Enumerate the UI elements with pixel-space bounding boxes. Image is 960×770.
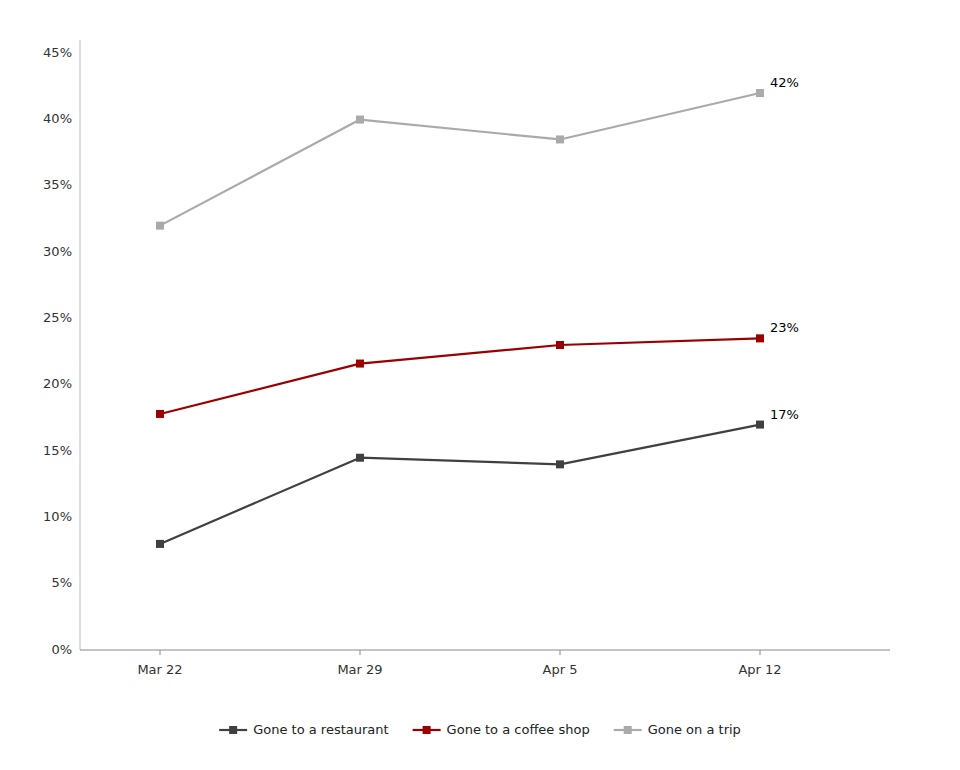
marker <box>556 135 564 143</box>
plot-area <box>156 89 764 548</box>
y-tick-label: 20% <box>43 376 72 391</box>
marker <box>356 116 364 124</box>
y-axis-line <box>80 40 81 650</box>
legend: Gone to a restaurant Gone to a coffee sho… <box>219 722 741 737</box>
legend-label: Gone to a coffee shop <box>447 722 590 737</box>
legend-marker <box>624 726 632 734</box>
legend-item: Gone to a coffee shop <box>413 722 590 737</box>
line <box>160 93 760 226</box>
x-tick <box>360 650 361 655</box>
y-tick-label: 35% <box>43 177 72 192</box>
chart-container: 0% 5% 10% 15% 20% 25% 30% 35% 40% 45% Mar 22 Mar 29… <box>0 0 960 770</box>
legend-label: Gone to a restaurant <box>253 722 388 737</box>
y-tick-label: 0% <box>51 642 72 657</box>
legend-item: Gone on a trip <box>614 722 741 737</box>
marker <box>556 460 564 468</box>
y-tick-label: 15% <box>43 443 72 458</box>
line <box>160 338 760 414</box>
x-tick-label: Apr 5 <box>543 662 578 677</box>
y-tick-label: 30% <box>43 244 72 259</box>
data-label: 17% <box>770 407 799 422</box>
x-tick <box>160 650 161 655</box>
legend-label: Gone on a trip <box>648 722 741 737</box>
y-tick-label: 10% <box>43 509 72 524</box>
marker <box>156 410 164 418</box>
series <box>156 89 764 230</box>
marker <box>756 421 764 429</box>
y-tick-label: 40% <box>43 111 72 126</box>
x-tick-label: Apr 12 <box>738 662 781 677</box>
y-tick-label: 5% <box>51 575 72 590</box>
marker <box>756 89 764 97</box>
marker <box>556 341 564 349</box>
legend-item: Gone to a restaurant <box>219 722 388 737</box>
marker <box>156 540 164 548</box>
marker <box>356 454 364 462</box>
x-tick <box>560 650 561 655</box>
x-axis-line <box>80 650 890 651</box>
x-tick <box>760 650 761 655</box>
line <box>160 425 760 544</box>
y-tick-label: 25% <box>43 310 72 325</box>
x-tick-label: Mar 29 <box>337 662 382 677</box>
legend-marker <box>229 726 237 734</box>
x-tick-label: Mar 22 <box>137 662 182 677</box>
chart: 0% 5% 10% 15% 20% 25% 30% 35% 40% 45% Mar 22 Mar 29… <box>0 0 960 770</box>
marker <box>356 360 364 368</box>
legend-marker <box>423 726 431 734</box>
series <box>156 334 764 418</box>
marker <box>756 334 764 342</box>
axes: 0% 5% 10% 15% 20% 25% 30% 35% 40% 45% Mar 22 Mar 29… <box>43 40 890 677</box>
data-label: 23% <box>770 320 799 335</box>
y-tick-label: 45% <box>43 45 72 60</box>
marker <box>156 222 164 230</box>
series <box>156 421 764 548</box>
data-label: 42% <box>770 75 799 90</box>
data-labels: 17% 23% 42% <box>770 75 799 422</box>
